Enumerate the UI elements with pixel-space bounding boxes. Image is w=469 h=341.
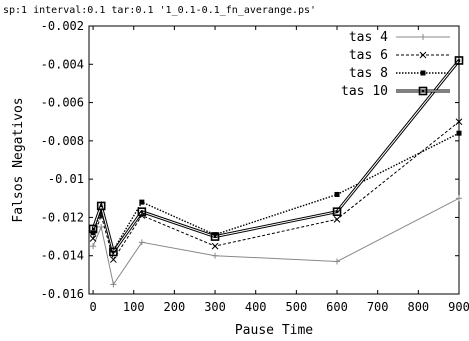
legend-marker-tas-4 bbox=[420, 34, 426, 40]
legend: tas 4 tas 6 tas 8 tas 10 bbox=[341, 30, 450, 99]
legend-marker-tas-6 bbox=[419, 51, 427, 59]
x-tick-label: 200 bbox=[164, 300, 186, 314]
y-tick-label: -0.008 bbox=[41, 134, 84, 148]
data-point-tas-4 bbox=[110, 281, 117, 288]
chart-title: sp:1 interval:0.1 tar:0.1 '1_0.1-0.1_fn_… bbox=[3, 5, 316, 16]
data-point-tas-10 bbox=[210, 232, 220, 241]
y-tick-label: -0.01 bbox=[48, 172, 84, 186]
y-tick-label: -0.012 bbox=[41, 210, 84, 224]
legend-item-tas-8: tas 8 bbox=[349, 66, 450, 81]
data-point-tas-4 bbox=[334, 258, 341, 265]
data-point-tas-8 bbox=[212, 232, 218, 238]
series-line-tas-4 bbox=[92, 197, 460, 286]
y-tick-label: -0.004 bbox=[41, 57, 84, 71]
series-line-tas-10 bbox=[91, 59, 461, 256]
data-point-tas-10 bbox=[88, 224, 98, 234]
y-tick-label: -0.006 bbox=[41, 96, 84, 110]
x-tick-label: 700 bbox=[367, 300, 389, 314]
series-tas-10 bbox=[88, 56, 464, 257]
y-tick-label: -0.014 bbox=[41, 249, 84, 263]
x-tick-label: 300 bbox=[204, 300, 226, 314]
data-point-tas-10 bbox=[137, 207, 147, 216]
y-axis: -0.016 -0.014 -0.012 -0.01 -0.008 -0.006 -0.00… bbox=[41, 19, 459, 301]
data-point-tas-10 bbox=[332, 207, 342, 216]
legend-item-tas-6: tas 6 bbox=[349, 48, 450, 63]
y-tick-label: -0.002 bbox=[41, 19, 84, 33]
data-point-tas-4 bbox=[138, 239, 145, 246]
legend-label-tas-6: tas 6 bbox=[349, 48, 388, 63]
series-layer bbox=[88, 56, 464, 288]
x-tick-label: 400 bbox=[245, 300, 267, 314]
data-point-tas-6 bbox=[333, 215, 341, 223]
legend-label-tas-8: tas 8 bbox=[349, 66, 388, 81]
data-point-tas-4 bbox=[456, 195, 462, 202]
data-point-tas-10 bbox=[109, 247, 118, 257]
data-point-tas-10 bbox=[454, 56, 464, 65]
legend-item-tas-10: tas 10 bbox=[341, 84, 450, 99]
legend-label-tas-4: tas 4 bbox=[349, 30, 388, 45]
x-tick-label: 900 bbox=[448, 300, 469, 314]
x-tick-label: 800 bbox=[407, 300, 429, 314]
legend-item-tas-4: tas 4 bbox=[349, 30, 450, 45]
data-point-tas-8 bbox=[334, 191, 340, 197]
plot-area-frame bbox=[88, 25, 460, 295]
data-point-tas-4 bbox=[98, 224, 105, 230]
y-axis-title: Falsos Negativos bbox=[11, 97, 26, 222]
data-point-tas-6 bbox=[110, 256, 117, 263]
legend-marker-tas-8 bbox=[420, 70, 426, 76]
data-point-tas-6 bbox=[89, 235, 97, 242]
data-point-tas-8 bbox=[139, 199, 145, 205]
x-axis-title: Pause Time bbox=[235, 323, 313, 338]
legend-marker-tas-10 bbox=[418, 86, 428, 96]
data-point-tas-6 bbox=[211, 242, 219, 250]
y-tick-label: -0.016 bbox=[41, 287, 84, 301]
series-tas-6 bbox=[89, 118, 463, 263]
data-point-tas-6 bbox=[455, 118, 463, 126]
series-tas-4 bbox=[90, 195, 462, 288]
x-tick-label: 0 bbox=[89, 300, 96, 314]
x-tick-label: 100 bbox=[123, 300, 145, 314]
series-line-tas-6 bbox=[92, 121, 460, 261]
data-point-tas-8 bbox=[456, 130, 462, 136]
x-tick-label: 500 bbox=[286, 300, 308, 314]
data-point-tas-4 bbox=[212, 252, 219, 259]
legend-label-tas-10: tas 10 bbox=[341, 84, 388, 99]
x-tick-label: 600 bbox=[326, 300, 348, 314]
data-point-tas-10 bbox=[96, 201, 106, 211]
data-point-tas-4 bbox=[90, 243, 97, 250]
series-tas-8 bbox=[90, 130, 462, 253]
series-line-tas-8 bbox=[92, 132, 460, 252]
x-axis: 0 100 200 300 400 500 600 700 800 900 bbox=[89, 26, 469, 314]
